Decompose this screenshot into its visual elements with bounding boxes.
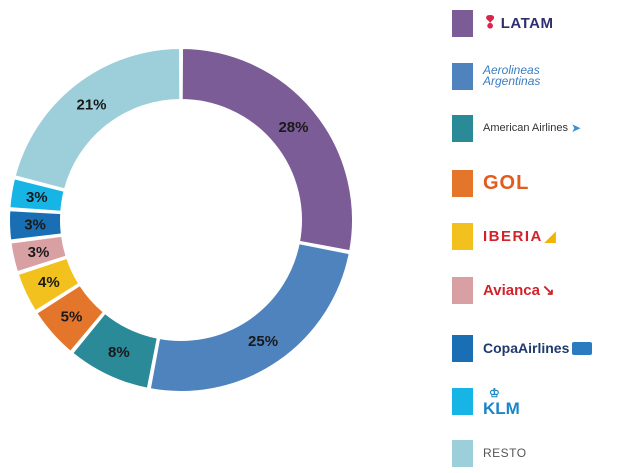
- slice-label-gol: 5%: [61, 309, 83, 326]
- donut-slice-gol: [34, 283, 106, 354]
- slice-label-resto: 21%: [76, 97, 106, 114]
- slice-label-aerolineas-argentinas: 25%: [248, 333, 278, 350]
- donut-slice-avianca: [9, 234, 68, 274]
- legend-swatch-avianca: [452, 276, 473, 304]
- american-airlines-logo-icon: American Airlines ➤: [483, 121, 582, 135]
- avianca-logo-icon: Avianca ↘: [483, 281, 555, 300]
- slice-label-latam: 28%: [278, 119, 308, 136]
- legend-item-copa: CopaAirlines: [452, 328, 593, 368]
- latam-logo-icon: ❢ LATAM: [483, 13, 554, 32]
- legend-swatch-gol: [452, 169, 473, 197]
- slice-label-avianca: 3%: [28, 244, 50, 261]
- slice-label-klm: 3%: [26, 189, 48, 206]
- legend-swatch-resto: [452, 439, 473, 467]
- donut-slice-iberia: [16, 256, 81, 313]
- legend: ❢ LATAM Aerolineas Argentinas American Air…: [452, 0, 634, 469]
- legend-swatch-american: [452, 114, 473, 142]
- legend-item-klm: ♔ KLM: [452, 381, 520, 421]
- legend-item-aerolineas: Aerolineas Argentinas: [452, 56, 540, 96]
- legend-item-avianca: Avianca ↘: [452, 270, 555, 310]
- donut-slice-copaairlines: [8, 209, 63, 242]
- donut-slice-latam: [180, 46, 354, 253]
- legend-item-latam: ❢ LATAM: [452, 3, 554, 43]
- donut-slice-american-airlines: [70, 311, 159, 390]
- legend-swatch-klm: [452, 387, 473, 415]
- legend-swatch-copa: [452, 334, 473, 362]
- klm-logo-icon: ♔ KLM: [483, 386, 520, 418]
- legend-label-resto: RESTO: [483, 446, 527, 460]
- donut-chart: 28% 25% 8% 5% 4% 3% 3% 3% 21%: [8, 46, 354, 393]
- legend-item-gol: GOL: [452, 163, 529, 203]
- donut-slice-aerolineas-argentinas: [148, 242, 351, 393]
- iberia-logo-icon: IBERIA ◢: [483, 227, 558, 245]
- legend-swatch-latam: [452, 9, 473, 37]
- legend-item-resto: RESTO: [452, 433, 527, 473]
- slice-label-american-airlines: 8%: [108, 344, 130, 361]
- slice-label-copaairlines: 3%: [24, 217, 46, 234]
- slice-label-iberia: 4%: [38, 274, 60, 291]
- legend-item-iberia: IBERIA ◢: [452, 216, 557, 256]
- copa-airlines-logo-icon: CopaAirlines: [483, 340, 593, 356]
- donut-slice-resto: [13, 46, 182, 191]
- legend-swatch-iberia: [452, 222, 473, 250]
- donut-slice-klm: [8, 177, 66, 213]
- aerolineas-argentinas-logo-icon: Aerolineas Argentinas: [483, 63, 541, 88]
- legend-item-american: American Airlines ➤: [452, 108, 581, 148]
- legend-swatch-aerolineas: [452, 62, 473, 90]
- gol-logo-icon: GOL: [483, 171, 530, 194]
